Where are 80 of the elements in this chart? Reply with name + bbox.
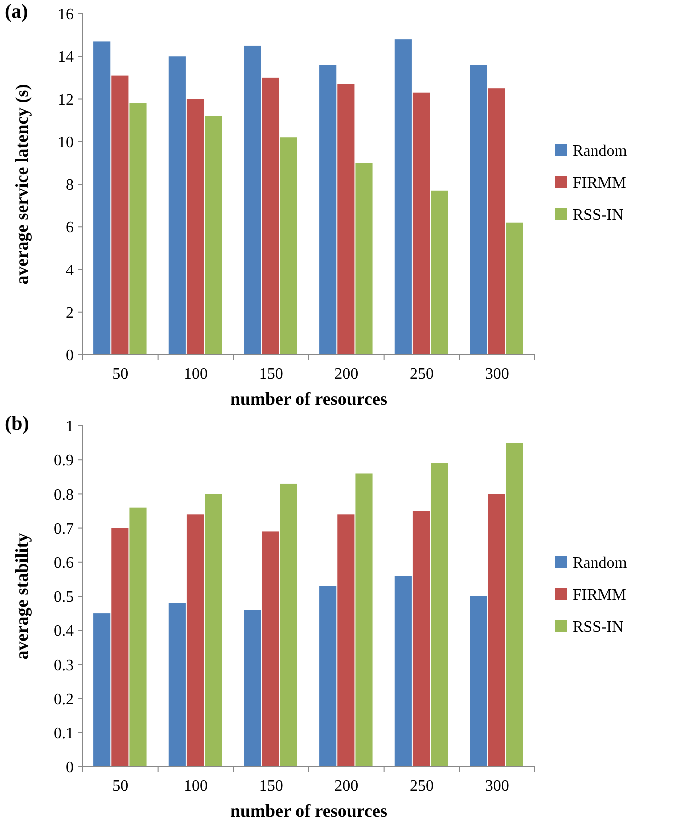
y-tick-label: 0.6 [54,555,74,572]
x-tick-label: 150 [259,778,284,795]
y-tick-label: 12 [58,92,74,109]
y-tick-label: 0 [66,760,74,777]
y-tick-label: 0.8 [54,486,74,504]
x-tick-label: 150 [259,366,284,383]
x-tick-label: 300 [485,366,510,383]
y-tick-label: 6 [66,220,74,237]
y-tick-label: 4 [66,262,74,280]
bar [488,494,506,767]
bar [506,222,524,355]
y-tick-label: 14 [58,49,74,66]
bar [168,603,186,767]
bar [280,484,298,767]
y-tick-label: 0.4 [54,623,74,640]
y-tick-label: 0.5 [54,589,74,606]
bar [506,443,524,767]
legend-label: RSS-IN [573,207,624,224]
chart-title: (a) [5,1,28,23]
bar [262,532,280,767]
bar [470,596,488,767]
bar [394,576,412,767]
bar [130,104,147,355]
bar [320,586,337,767]
bar [112,76,129,355]
y-tick-label: 0.9 [54,452,74,470]
x-tick-label: 250 [410,366,434,383]
bar [431,190,448,355]
x-tick-label: 50 [112,778,129,795]
bar [186,99,204,355]
bar [130,508,147,767]
y-tick-label: 0.7 [54,520,74,538]
bar [338,84,355,355]
bar [356,163,373,355]
bar [205,116,222,355]
y-tick-label: 0 [66,348,74,365]
y-axis-title: average service latency (s) [12,84,32,285]
bar [412,511,430,767]
bar [186,514,204,767]
y-axis-title: average stability [12,533,32,660]
bar [205,494,222,767]
bar [262,78,280,355]
chart-title: (b) [5,413,30,435]
bar [280,138,298,355]
bar [470,65,488,355]
x-axis-title: number of resources [230,801,388,821]
x-tick-label: 100 [184,778,208,795]
x-tick-label: 250 [410,778,434,795]
x-tick-label: 300 [485,778,510,795]
legend-label: Random [573,143,628,160]
x-tick-label: 200 [334,778,359,795]
bar [94,614,111,767]
y-tick-label: 1 [66,418,74,436]
y-tick-label: 10 [58,134,74,152]
bar [488,88,506,355]
bar [94,42,111,355]
legend-label: FIRMM [573,587,626,604]
legend-label: FIRMM [573,175,626,192]
y-tick-label: 8 [66,177,74,194]
legend-label: Random [573,555,628,572]
bar [244,610,262,767]
y-tick-label: 0.1 [54,726,74,742]
x-axis-title: number of resources [230,389,388,409]
y-tick-label: 2 [66,304,74,322]
legend-label: RSS-IN [573,619,624,636]
bar [320,65,337,355]
bar [244,46,262,355]
x-tick-label: 200 [334,366,359,383]
y-tick-label: 0.2 [54,691,74,708]
x-tick-label: 100 [184,366,208,383]
bar [338,514,355,767]
y-tick-label: 0.3 [54,657,74,674]
x-tick-label: 50 [112,366,129,383]
bar [356,474,373,767]
bar [168,56,186,355]
bar [431,464,448,767]
y-tick-label: 16 [58,6,74,24]
bar [112,528,129,767]
bar [412,92,430,355]
bar [394,40,412,355]
